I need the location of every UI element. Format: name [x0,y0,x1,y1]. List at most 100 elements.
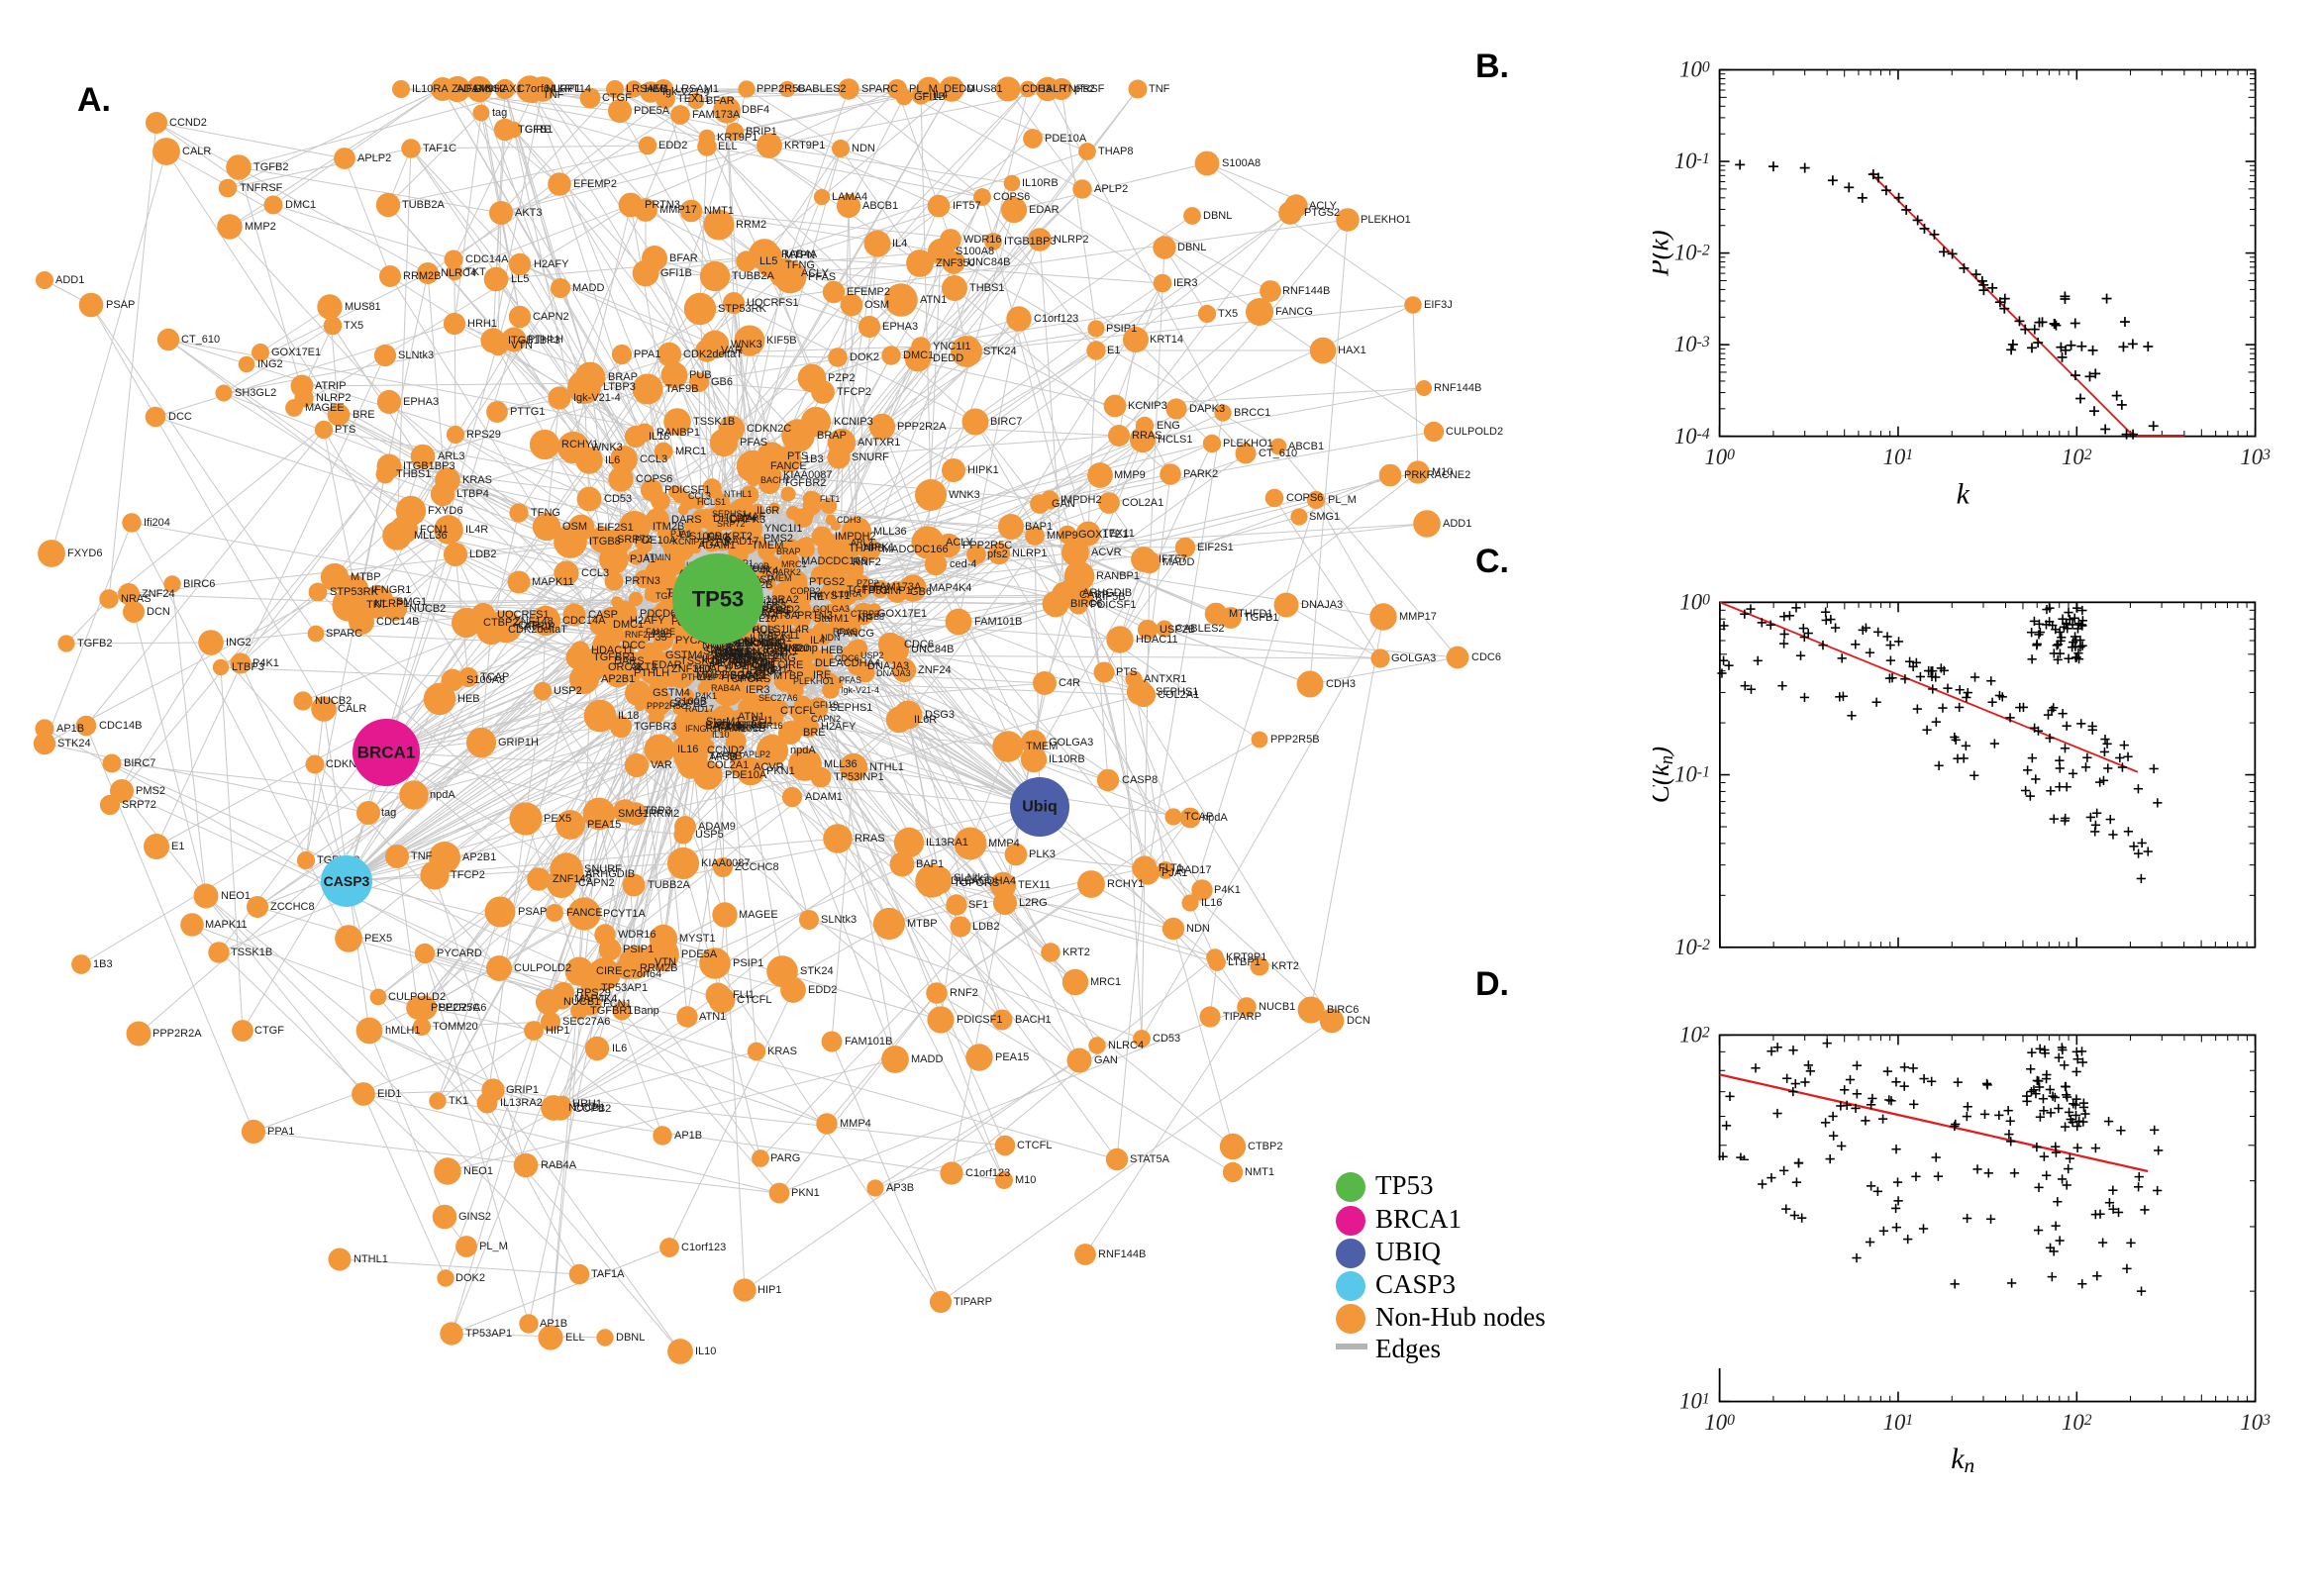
svg-text:C4R: C4R [1059,677,1080,689]
svg-text:DEDD: DEDD [944,83,974,95]
svg-text:EDD2: EDD2 [808,984,837,996]
svg-text:PL_M: PL_M [479,1241,508,1252]
svg-text:ABCB1: ABCB1 [862,200,898,212]
svg-text:ATN1: ATN1 [699,1011,726,1023]
svg-text:KRAS: KRAS [767,1046,797,1057]
svg-text:EDAR: EDAR [1029,204,1060,216]
svg-text:GOX17E1: GOX17E1 [877,608,927,620]
svg-text:CASP3: CASP3 [324,873,370,889]
svg-text:CDC14A: CDC14A [465,253,509,265]
svg-text:PZP2: PZP2 [828,372,856,384]
svg-text:DOK2: DOK2 [455,1272,485,1284]
svg-text:CDKN2C: CDKN2C [747,423,791,435]
svg-text:FAM101B: FAM101B [845,1036,892,1047]
svg-text:LDB2: LDB2 [469,549,497,560]
svg-text:SRP72: SRP72 [617,534,652,546]
svg-text:StarM1: StarM1 [814,613,849,625]
svg-text:KCNIP3: KCNIP3 [1128,400,1167,412]
svg-text:BRE: BRE [803,727,826,739]
svg-text:COL2A1: COL2A1 [1158,689,1199,701]
svg-text:CCL3: CCL3 [688,491,711,501]
svg-text:RNF2: RNF2 [950,987,978,999]
svg-text:NMT1: NMT1 [704,205,734,217]
svg-text:CT_610: CT_610 [181,334,220,346]
svg-text:103: 103 [2240,1410,2271,1435]
svg-text:npdA: npdA [430,789,455,801]
svg-text:Ubiq: Ubiq [1022,799,1058,816]
svg-text:BIRC6: BIRC6 [183,578,215,590]
svg-text:BIRC7: BIRC7 [124,757,155,769]
svg-text:ANTXR1: ANTXR1 [858,437,900,449]
svg-text:DAPK3: DAPK3 [1189,403,1225,415]
svg-text:CDK2deltaT: CDK2deltaT [683,349,743,360]
svg-text:NEO1: NEO1 [221,890,251,902]
svg-text:103: 103 [2240,445,2271,469]
svg-text:YNC1I1: YNC1I1 [764,523,803,535]
svg-text:FXYD6: FXYD6 [428,505,462,517]
svg-text:RAD17: RAD17 [685,704,714,714]
svg-text:tag: tag [492,107,507,119]
svg-text:BRIP1: BRIP1 [746,126,777,138]
svg-text:SPARC: SPARC [861,83,898,95]
svg-text:TUBB2A: TUBB2A [732,270,774,282]
svg-text:TGFB2: TGFB2 [253,161,288,173]
svg-text:PZP2: PZP2 [857,578,879,588]
svg-text:SEC27A6: SEC27A6 [439,1002,486,1014]
svg-text:PDE5A: PDE5A [634,105,670,117]
svg-text:PTS: PTS [787,450,808,462]
svg-text:PDICSF1: PDICSF1 [957,1014,1002,1026]
svg-text:H2AFY: H2AFY [534,258,569,270]
svg-text:CIRE: CIRE [525,124,551,136]
svg-text:PFAS: PFAS [839,675,861,685]
svg-text:RNF144B: RNF144B [1434,382,1481,394]
svg-text:BIRC6: BIRC6 [1327,1004,1359,1016]
svg-text:TX5: TX5 [344,320,363,332]
svg-text:LTBP3: LTBP3 [232,661,264,673]
svg-text:BRAP: BRAP [776,547,801,556]
svg-text:GINS2: GINS2 [458,1211,491,1223]
svg-text:RNF2: RNF2 [625,630,649,640]
svg-text:CASP: CASP [1079,589,1109,601]
svg-text:TP53: TP53 [692,587,745,612]
svg-text:TOMM20: TOMM20 [433,1021,478,1033]
svg-text:TEX11: TEX11 [677,93,710,105]
svg-text:P4K1: P4K1 [1214,884,1241,896]
svg-text:CTGF: CTGF [254,1025,284,1037]
svg-text:100: 100 [1704,445,1735,469]
svg-text:YNC1I1: YNC1I1 [933,341,971,352]
svg-text:HDAC11: HDAC11 [1136,634,1178,646]
svg-text:hMLH1: hMLH1 [385,1025,420,1037]
svg-text:ITGB1BP3: ITGB1BP3 [1004,236,1057,248]
svg-text:MUS81: MUS81 [345,301,381,313]
svg-text:DCN: DCN [1347,1015,1370,1027]
svg-text:CDC6: CDC6 [835,653,859,663]
svg-text:PPA1: PPA1 [634,349,660,360]
svg-text:UNC84B: UNC84B [911,644,954,655]
svg-text:TKT: TKT [465,266,486,278]
svg-text:CCL3: CCL3 [581,567,609,579]
svg-text:WNK3: WNK3 [591,442,623,453]
svg-text:GB6: GB6 [711,376,733,388]
svg-text:COPS6: COPS6 [993,191,1030,203]
svg-text:SLNtk3: SLNtk3 [398,349,434,361]
svg-text:CDC14A: CDC14A [562,615,606,627]
svg-text:TNFRSF: TNFRSF [240,182,283,194]
svg-text:PPP2R5B: PPP2R5B [1270,734,1320,746]
svg-text:MLL36: MLL36 [824,758,858,770]
svg-text:THBS1: THBS1 [969,282,1004,294]
svg-text:SEPHS1: SEPHS1 [712,509,748,519]
svg-text:OSM: OSM [562,521,587,533]
svg-text:PPP2R2A: PPP2R2A [897,421,947,433]
svg-text:TNF: TNF [411,850,433,862]
svg-text:FAM173A: FAM173A [692,109,741,121]
svg-text:101: 101 [1883,1410,1914,1435]
svg-text:SEC27A6: SEC27A6 [562,1016,610,1028]
svg-text:IL16: IL16 [1201,897,1222,909]
svg-text:ACLY: ACLY [946,537,974,549]
svg-text:CAPN2: CAPN2 [533,311,569,323]
svg-text:PUB: PUB [689,369,712,381]
svg-text:DBNL: DBNL [1177,242,1206,253]
svg-text:ATMIN: ATMIN [644,552,670,562]
svg-text:PKN1: PKN1 [791,1187,820,1199]
svg-text:THAP8: THAP8 [1098,146,1133,157]
